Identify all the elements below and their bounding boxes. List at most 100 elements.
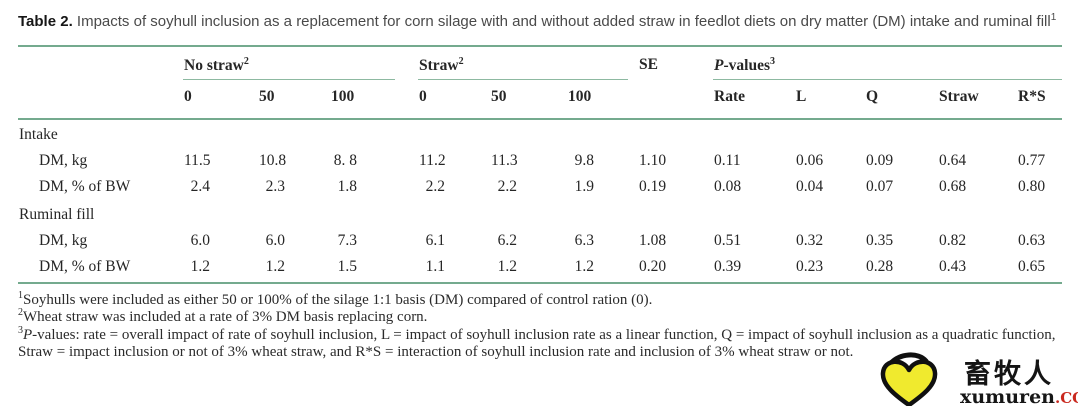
value-cell: 1.1 bbox=[418, 253, 491, 284]
value-cell: 1.10 bbox=[639, 151, 667, 169]
value-cell: 2.2 bbox=[425, 177, 446, 195]
value-cell: 6.1 bbox=[425, 231, 446, 249]
value-cell: 0.04 bbox=[796, 177, 824, 195]
value-cell: 0.06 bbox=[796, 151, 824, 169]
value-cell: 10.8 bbox=[259, 151, 287, 169]
table-number: Table 2. bbox=[18, 13, 73, 30]
footnote-text: -values: rate = overall impact of rate o… bbox=[18, 326, 1056, 361]
group-header-straw: Straw2 bbox=[418, 45, 639, 80]
value-cell: 11.5 bbox=[184, 151, 211, 169]
row-label: DM, % of BW bbox=[18, 253, 183, 284]
value-cell: 0.68 bbox=[939, 177, 967, 195]
section-title: Intake bbox=[19, 125, 58, 143]
value-cell: 6.3 bbox=[574, 231, 595, 249]
group-footnote-marker: 2 bbox=[243, 55, 249, 67]
value-cell: 0.23 bbox=[795, 253, 866, 284]
value-cell: 0.32 bbox=[796, 231, 824, 249]
table-row: DM, % of BW 2.4 2.3 1.8 2.2 2.2 1.9 0.19… bbox=[18, 174, 1062, 200]
value-cell: 0.39 bbox=[713, 253, 796, 284]
column-header: 50 bbox=[258, 79, 330, 120]
value-cell: 0.35 bbox=[866, 231, 894, 249]
group-footnote-marker: 3 bbox=[770, 55, 775, 67]
value-cell: 1.08 bbox=[639, 231, 667, 249]
watermark-cjk-text: 畜牧人 bbox=[964, 358, 1054, 390]
footnote-marker: 1 bbox=[18, 289, 23, 301]
value-cell: 11.3 bbox=[491, 151, 518, 169]
value-cell: 1.5 bbox=[330, 253, 419, 284]
caption-footnote-marker: 1 bbox=[1050, 12, 1057, 23]
table-row: DM, kg 6.0 6.0 7.3 6.1 6.2 6.3 1.08 0.51… bbox=[18, 228, 1062, 254]
value-cell: 0.63 bbox=[1018, 231, 1046, 249]
value-cell: 1.2 bbox=[567, 253, 639, 284]
empty-stub-cell bbox=[18, 79, 183, 120]
value-cell: 0.43 bbox=[938, 253, 1018, 284]
footnote-marker: 2 bbox=[18, 307, 23, 318]
value-cell: 0.20 bbox=[638, 253, 714, 284]
watermark-tld: .COM bbox=[1055, 389, 1078, 406]
pvalues-italic-p: P bbox=[714, 56, 724, 74]
column-header: L bbox=[795, 79, 866, 120]
value-cell: 6.0 bbox=[190, 231, 210, 249]
value-cell: 2.3 bbox=[265, 177, 285, 195]
footnote-1: 1Soyhulls were included as either 50 or … bbox=[18, 289, 1064, 310]
heart-logo-icon bbox=[880, 352, 938, 406]
table-row: DM, % of BW 1.2 1.2 1.5 1.1 1.2 1.2 0.20… bbox=[18, 253, 1063, 284]
value-cell: 6.0 bbox=[265, 231, 285, 249]
column-header: Q bbox=[865, 79, 939, 120]
value-cell: 1.2 bbox=[490, 253, 568, 284]
empty-se-subheader bbox=[638, 79, 714, 120]
value-cell: 0.51 bbox=[714, 231, 742, 249]
column-header: 100 bbox=[567, 79, 639, 120]
caption-text: Impacts of soyhull inclusion as a replac… bbox=[72, 13, 1051, 30]
column-header: R*S bbox=[1017, 79, 1063, 120]
value-cell: 0.08 bbox=[714, 177, 742, 195]
value-cell: 11.2 bbox=[419, 151, 446, 169]
section-header-row: Ruminal fill bbox=[18, 200, 1062, 228]
column-header-se: SE bbox=[638, 45, 714, 80]
value-cell: 0.07 bbox=[866, 177, 894, 195]
group-label: -values bbox=[723, 56, 771, 74]
value-cell: 0.77 bbox=[1018, 151, 1046, 169]
value-cell: 0.64 bbox=[939, 151, 967, 169]
group-header-row: No straw2 Straw2 SE P-values3 bbox=[18, 45, 1063, 80]
group-header-no-straw: No straw2 bbox=[183, 45, 419, 80]
value-cell: 1.2 bbox=[258, 253, 330, 284]
footnote-marker: 3 bbox=[18, 324, 23, 336]
group-footnote-marker: 2 bbox=[458, 55, 464, 67]
table-caption: Table 2. Impacts of soyhull inclusion as… bbox=[0, 0, 1080, 32]
column-header: 100 bbox=[330, 79, 419, 120]
value-cell: 0.09 bbox=[866, 151, 894, 169]
watermark-site-text: xumuren.COM bbox=[960, 386, 1078, 406]
footnote-text: Soyhulls were included as either 50 or 1… bbox=[23, 291, 653, 308]
column-header: 0 bbox=[418, 79, 491, 120]
group-label: Straw bbox=[419, 56, 459, 74]
column-header: 0 bbox=[183, 79, 258, 120]
value-cell: 0.82 bbox=[939, 231, 967, 249]
value-cell: 8. 8 bbox=[333, 151, 357, 169]
data-table: No straw2 Straw2 SE P-values3 0 50 100 0… bbox=[18, 45, 1063, 284]
value-cell: 1.9 bbox=[574, 177, 595, 195]
value-cell: 1.8 bbox=[337, 177, 357, 195]
footnote-3: 3P-values: rate = overall impact of rate… bbox=[18, 324, 1064, 362]
value-cell: 7.3 bbox=[337, 231, 357, 249]
row-label: DM, kg bbox=[39, 231, 88, 249]
value-cell: 6.2 bbox=[497, 231, 518, 249]
watermark-site-name: xumuren bbox=[960, 386, 1055, 406]
footnote-2: 2Wheat straw was included at a rate of 3… bbox=[18, 307, 1064, 327]
value-cell: 0.28 bbox=[865, 253, 939, 284]
group-header-pvalues: P-values3 bbox=[713, 45, 1063, 80]
column-header: Straw bbox=[938, 79, 1018, 120]
section-header-row: Intake bbox=[18, 119, 1062, 148]
section-title: Ruminal fill bbox=[19, 205, 95, 223]
value-cell: 1.2 bbox=[183, 253, 258, 284]
row-label: DM, % of BW bbox=[39, 177, 131, 195]
value-cell: 2.4 bbox=[190, 177, 210, 195]
group-label: SE bbox=[639, 56, 658, 73]
watermark: 畜牧人 xumuren.COM bbox=[872, 352, 1078, 406]
value-cell: 0.11 bbox=[714, 151, 741, 169]
value-cell: 0.65 bbox=[1017, 253, 1063, 284]
empty-stub-cell bbox=[18, 45, 183, 80]
value-cell: 0.80 bbox=[1018, 177, 1046, 195]
row-label: DM, kg bbox=[39, 151, 88, 169]
